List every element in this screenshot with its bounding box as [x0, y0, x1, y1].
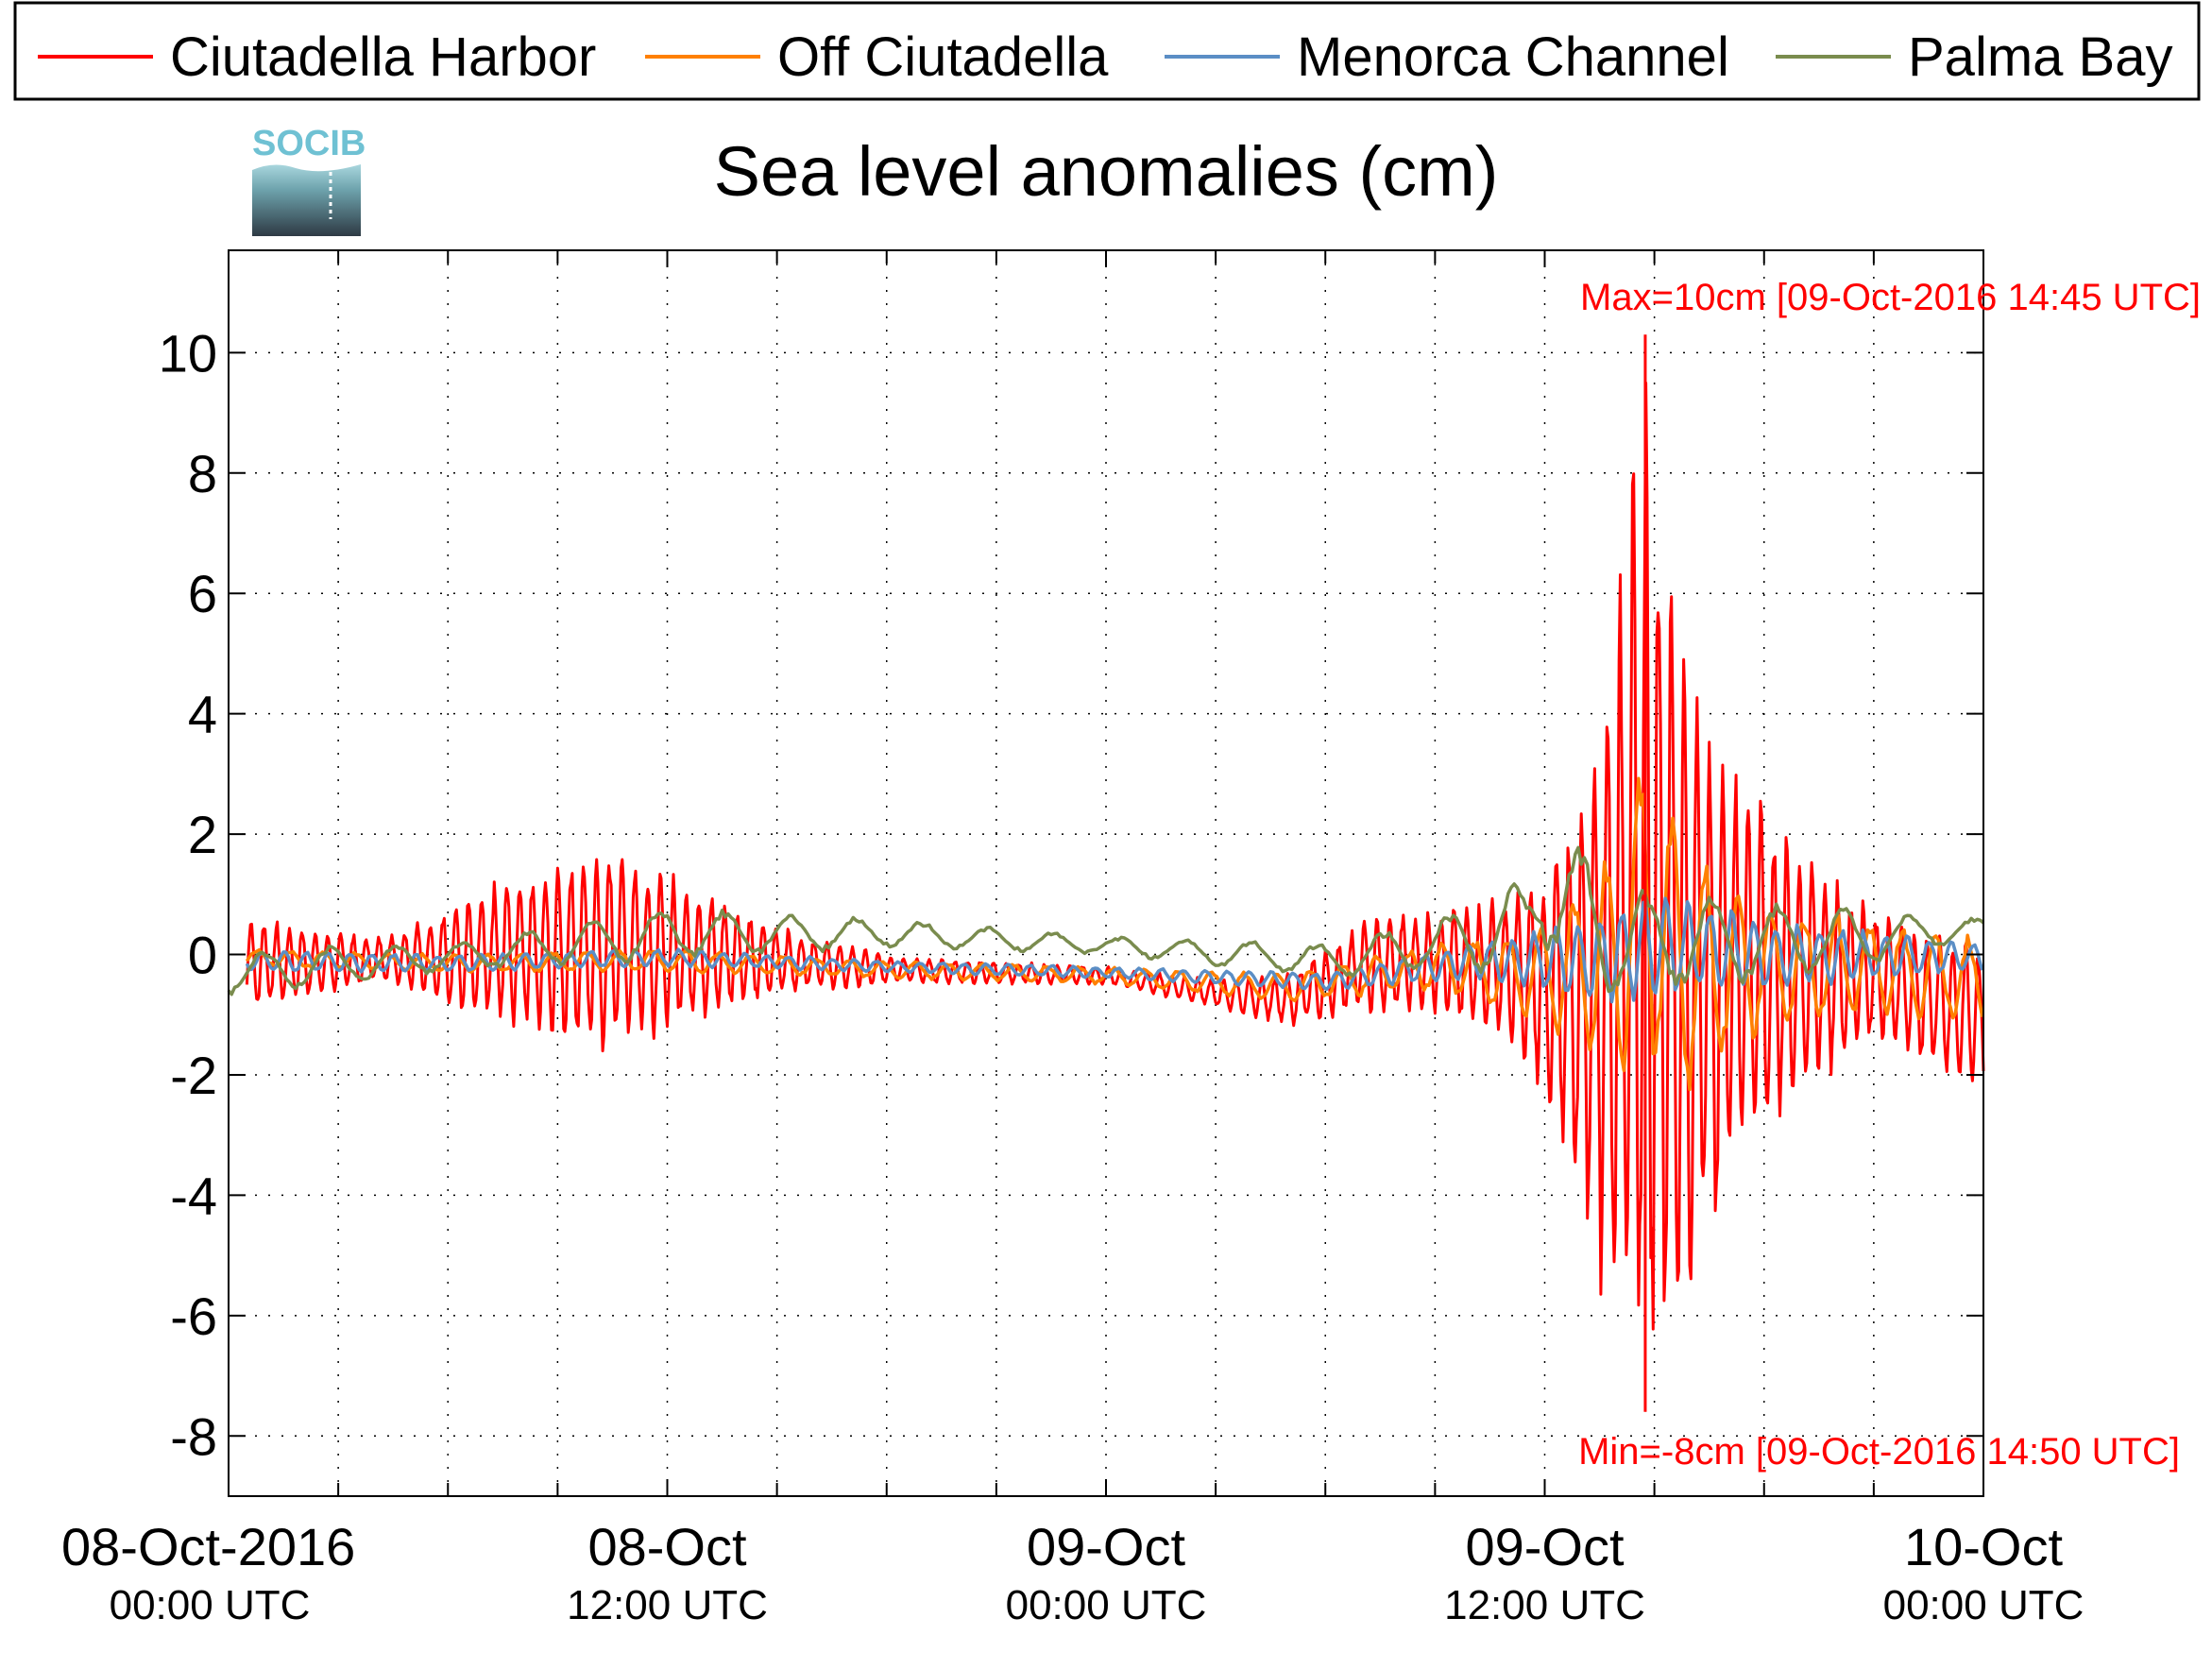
- x-tick-label-date: 08-Oct: [587, 1517, 746, 1576]
- x-tick-label-date: 10-Oct: [1904, 1517, 2063, 1576]
- y-tick-label: 0: [188, 926, 217, 985]
- series-line-off-ciutadella: [245, 776, 1984, 1092]
- legend-label-palma-bay: Palma Bay: [1908, 26, 2172, 88]
- x-tick-label-time: 00:00 UTC: [1006, 1582, 1207, 1628]
- x-tick-label-time: 00:00 UTC: [1883, 1582, 2084, 1628]
- y-axis-tick-labels: 10 8 6 4 2 0 -2 -4 -6 -8: [159, 323, 217, 1466]
- legend-label-ciutadella-harbor: Ciutadella Harbor: [170, 26, 596, 88]
- y-tick-label: -4: [170, 1166, 217, 1225]
- chart-title: Sea level anomalies (cm): [714, 132, 1499, 211]
- min-annotation: Min=-8cm [09-Oct-2016 14:50 UTC]: [1578, 1431, 2180, 1473]
- socib-logo: SOCIB: [252, 124, 366, 236]
- series-line-menorca-channel: [245, 896, 1984, 1004]
- y-tick-label: 4: [188, 685, 217, 744]
- max-annotation: Max=10cm [09-Oct-2016 14:45 UTC]: [1580, 277, 2201, 318]
- y-tick-label: 6: [188, 564, 217, 623]
- y-tick-label: 2: [188, 805, 217, 864]
- x-tick-label-date: 08-Oct-2016: [61, 1517, 355, 1576]
- x-tick-label-time: 12:00 UTC: [567, 1582, 768, 1628]
- y-tick-label: 8: [188, 444, 217, 503]
- series-lines: [227, 334, 1985, 1412]
- legend-label-menorca-channel: Menorca Channel: [1297, 26, 1729, 88]
- y-tick-label: -6: [170, 1286, 217, 1346]
- y-tick-label: -8: [170, 1406, 217, 1466]
- socib-logo-text: SOCIB: [252, 124, 366, 163]
- x-tick-label-date: 09-Oct: [1027, 1517, 1185, 1576]
- series-line-palma-bay: [227, 845, 1985, 996]
- x-tick-label-time: 12:00 UTC: [1444, 1582, 1645, 1628]
- x-tick-label-date: 09-Oct: [1465, 1517, 1624, 1576]
- legend-box: [13, 1, 2201, 101]
- x-axis-tick-labels: 08-Oct-2016 00:00 UTC 08-Oct 12:00 UTC 09-Oc…: [61, 1517, 2084, 1628]
- y-tick-label: 10: [159, 323, 217, 383]
- socib-logo-wave: [252, 164, 361, 236]
- legend: Ciutadella Harbor Off Ciutadella Menorca…: [13, 1, 2201, 101]
- axis-ticks: [228, 250, 1984, 1496]
- x-tick-label-time: 00:00 UTC: [110, 1582, 311, 1628]
- legend-label-off-ciutadella: Off Ciutadella: [777, 26, 1109, 88]
- y-tick-label: -2: [170, 1046, 217, 1105]
